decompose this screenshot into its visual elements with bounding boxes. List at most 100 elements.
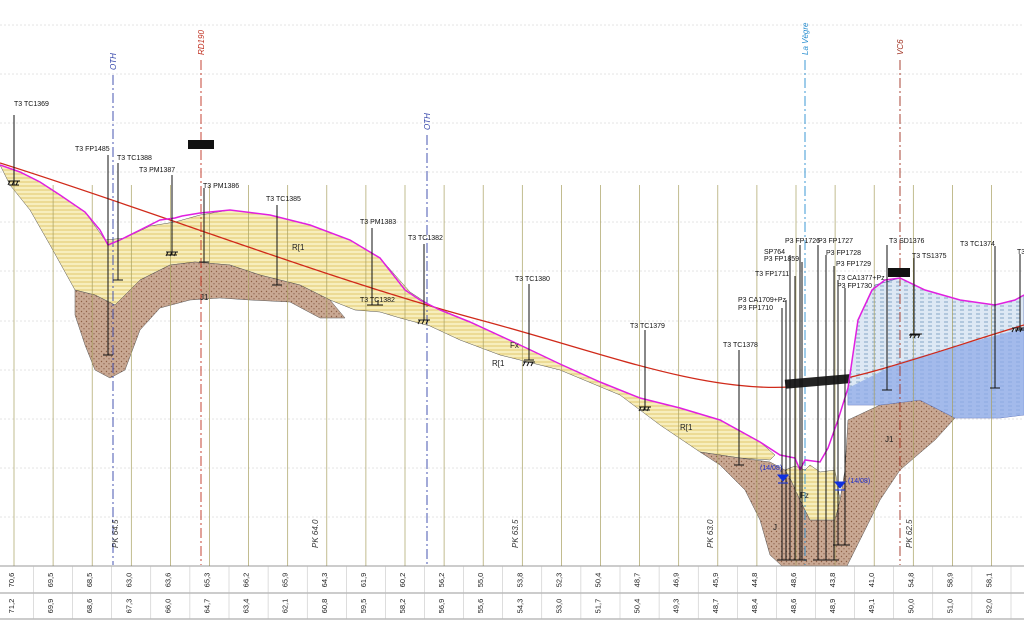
geology-label: R[1 [680,423,693,432]
station-marker-label: VC6 [896,39,905,55]
table-cell: 48,7 [711,599,720,614]
table-cell: 65,3 [203,573,212,588]
borehole-label: T3 TS1375 [912,253,947,260]
geology-label: J1 [885,435,894,444]
borehole-label: T3 PM1383 [360,219,396,226]
station-marker-label: OTH [109,53,118,70]
table-cell: 61,9 [359,573,368,588]
table-cell: 66,2 [242,573,251,588]
table-cell: 48,9 [828,599,837,614]
table-cell: 58,1 [985,573,994,588]
borehole-label: T3 TC1388 [117,155,152,162]
table-cell: 52,3 [554,573,563,588]
pk-label: PK 64.5 [111,519,120,548]
borehole-label: P3 FP1859 [764,256,799,263]
geology-labels: R[1 J1 Fx R[1 R[1 J1 Fz J [200,243,894,532]
table-cell: 51,7 [594,599,603,614]
table-cell: 58,9 [945,573,954,588]
borehole-label: P3 FP1726 [785,238,820,245]
geology-label: J [773,523,777,532]
table-cell: 53,8 [515,573,524,588]
structure-block [188,140,214,149]
table-cell: 59,5 [359,599,368,614]
project-line [0,162,1024,389]
table-cell: 48,6 [789,599,798,614]
geology-label: Fz [800,491,809,500]
table-cell: 54,3 [515,599,524,614]
pk-labels: PK 64.5 PK 64.0 PK 63.5 PK 63.0 PK 62.5 [111,519,914,548]
table-cell: 48,7 [633,573,642,588]
layer-blue-solid [848,328,1024,418]
table-cell: 63,0 [124,573,133,588]
water-level-symbol [833,481,847,491]
table-cell: 64,7 [203,599,212,614]
boreholes: T3 TC1369 T3 FP1485 T3 TC1388 T3 PM1387 T3 P… [7,101,1024,561]
table-cell: 50,0 [906,599,915,614]
borehole-label: T3 TC1374 [960,241,995,248]
table-cell: 71,2 [7,599,16,614]
water-level-label: (14/08) [848,478,870,485]
geology-label: R[1 [292,243,305,252]
table-cell: 48,4 [750,599,759,614]
table-cell: 55,6 [476,599,485,614]
borehole-label: T3 PM1386 [203,183,239,190]
table-cell: 46,9 [672,573,681,588]
pk-label: PK 64.0 [311,519,320,548]
table-cell: 50,4 [633,599,642,614]
table-cell: 53,0 [554,599,563,614]
borehole-label: T3 CA1377+Pz [837,275,885,282]
borehole-label: P3 FP1730 [837,283,872,290]
table-cell: 49,3 [672,599,681,614]
table-cell: 45,9 [711,573,720,588]
table-cell: 43,8 [828,573,837,588]
table-cell: 58,2 [398,599,407,614]
station-marker-label: RD190 [197,30,206,55]
borehole-label: T3 TC1369 [14,101,49,108]
station-marker-label: La Vègre [801,22,810,55]
borehole-label: P3 FP1727 [818,238,853,245]
table-cell: 60,8 [320,599,329,614]
ground-symbol [638,406,651,412]
table-cell: 44,8 [750,573,759,588]
borehole-label: T3 FP1485 [75,146,110,153]
pk-label: PK 63.5 [511,519,520,548]
table-cell: 48,6 [789,573,798,588]
borehole-label: T3 SD1376 [889,238,925,245]
table-cell: 70,6 [7,573,16,588]
table-cell: 69,9 [46,599,55,614]
layer-j1 [74,261,346,379]
table-cell: 50,4 [594,573,603,588]
borehole-label: T3 TC1379 [630,323,665,330]
borehole-label: SP764 [764,249,785,256]
pk-label: PK 62.5 [905,519,914,548]
table-cell: 67,3 [124,599,133,614]
table-cell: 41,0 [867,573,876,588]
pk-label: PK 63.0 [706,519,715,548]
borehole-label: T3 PM1387 [139,167,175,174]
ground-symbol [522,361,535,367]
table-cell: 68,5 [85,573,94,588]
table-cell: 52,0 [985,599,994,614]
ground-symbol [417,319,430,325]
borehole-label: T3 TC1380 [515,276,550,283]
borehole-label: T3 TC1382 [360,297,395,304]
geology-label: R[1 [492,359,505,368]
table-cell: 64,3 [320,573,329,588]
data-table: 70,6 69,5 68,5 63,0 63,6 65,3 66,2 65,9 64,3 61,9… [0,565,1024,625]
station-marker-label: OTH [423,113,432,130]
water-level-symbol [776,474,790,484]
table-cell: 55,0 [476,573,485,588]
ground-symbol [7,180,20,186]
station-markers: OTH RD190 OTH La Vègre VC6 [109,22,910,565]
table-cell: 62,1 [281,599,290,614]
table-row-2: 71,2 69,9 68,6 67,3 66,0 64,7 63,4 62,1 60,8 59,5… [7,599,1024,614]
borehole-label: P3 FP1710 [738,305,773,312]
table-cell: 56,2 [437,573,446,588]
borehole-label: T3 FP1711 [755,271,789,278]
borehole-label: P3 CA1709+Pz [738,297,787,304]
table-cell: 65,9 [281,573,290,588]
terrain-line [0,164,1024,472]
table-cell: 63,4 [242,599,251,614]
table-cell: 51,0 [945,599,954,614]
